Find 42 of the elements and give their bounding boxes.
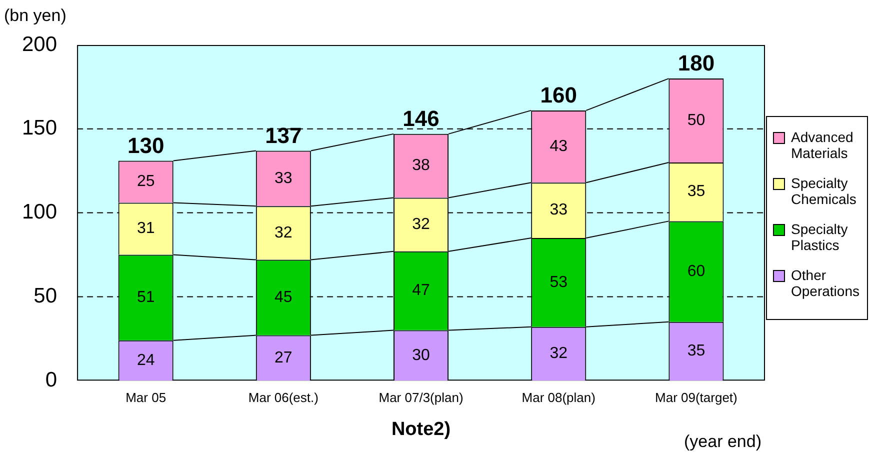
data-label: 33 xyxy=(274,170,292,187)
data-label: 53 xyxy=(550,274,568,291)
data-label: 45 xyxy=(274,288,292,306)
data-label: 60 xyxy=(687,262,706,280)
data-label: 32 xyxy=(550,345,568,362)
data-label: 43 xyxy=(550,138,568,155)
legend-label: Other Operations xyxy=(791,267,860,299)
x-tick-label: Mar 08(plan) xyxy=(522,390,596,405)
legend-label: Advanced Materials xyxy=(791,129,854,161)
data-label: 32 xyxy=(412,216,430,233)
x-tick-label: Mar 05 xyxy=(126,390,166,405)
data-label: 38 xyxy=(412,157,430,174)
total-label: 130 xyxy=(127,132,164,158)
legend-label: Specialty Plastics xyxy=(791,221,849,253)
x-tick-label: Mar 07/3(plan) xyxy=(378,390,464,405)
text: (year end) xyxy=(684,432,762,452)
y-tick-label: 100 xyxy=(22,200,58,224)
data-label: 31 xyxy=(136,220,155,238)
y-axis-title: (bn yen) xyxy=(4,6,66,26)
total-label: 160 xyxy=(540,82,577,108)
data-label: 27 xyxy=(274,349,292,366)
legend-label: Specialty Chemicals xyxy=(791,175,858,207)
data-label: 30 xyxy=(412,346,430,364)
data-label: 25 xyxy=(136,173,155,190)
total-label: 180 xyxy=(678,50,715,76)
data-label: 35 xyxy=(687,183,706,200)
data-label: 47 xyxy=(412,282,430,300)
data-label: 33 xyxy=(550,202,568,219)
total-label: 137 xyxy=(265,122,302,148)
total-label: 146 xyxy=(402,106,440,131)
data-label: 35 xyxy=(687,342,706,360)
y-tick-label: 200 xyxy=(22,32,58,56)
data-label: 24 xyxy=(136,352,155,369)
y-tick-label: 150 xyxy=(22,116,58,140)
data-label: 32 xyxy=(274,224,292,242)
x-tick-label: Mar 09(target) xyxy=(655,390,738,405)
data-label: 51 xyxy=(136,288,155,306)
y-tick-label: 50 xyxy=(34,284,58,308)
y-tick-label: 0 xyxy=(45,368,58,392)
data-label: 50 xyxy=(687,112,706,129)
x-axis-title: Note2) xyxy=(391,418,451,440)
x-tick-label: Mar 06(est.) xyxy=(248,390,318,405)
